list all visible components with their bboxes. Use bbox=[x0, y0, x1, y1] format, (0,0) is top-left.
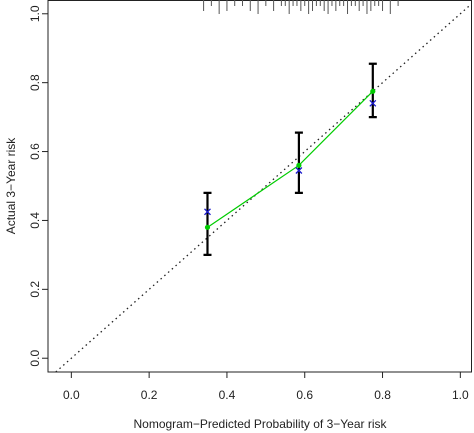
plot-frame bbox=[47, 0, 472, 373]
x-tick-label: 0.8 bbox=[374, 388, 391, 402]
x-tick-label: 0.4 bbox=[219, 388, 236, 402]
dot-marker bbox=[204, 224, 211, 230]
error-bar bbox=[203, 191, 212, 256]
y-tick-label: 0.0 bbox=[28, 350, 42, 367]
x-tick-label: 0.0 bbox=[63, 388, 80, 402]
x-marker bbox=[369, 99, 377, 107]
x-tick-label: 0.2 bbox=[141, 388, 158, 402]
x-tick-label: 0.6 bbox=[296, 388, 313, 402]
calibration-line bbox=[207, 90, 374, 228]
dot-marker bbox=[370, 88, 376, 94]
y-tick-label: 0.6 bbox=[28, 143, 42, 160]
x-marker bbox=[204, 208, 211, 216]
y-tick-label: 0.4 bbox=[28, 212, 42, 229]
x-axis-title: Nomogram−Predicted Probability of 3−Year… bbox=[133, 417, 387, 431]
y-axis-title: Actual 3−Year risk bbox=[4, 137, 18, 235]
dot-marker bbox=[296, 162, 302, 168]
x-tick-label: 1.0 bbox=[452, 388, 469, 402]
ideal-line bbox=[55, 2, 472, 372]
y-tick-label: 0.8 bbox=[28, 74, 42, 91]
plot-area bbox=[55, 0, 472, 372]
y-tick-label: 1.0 bbox=[28, 5, 42, 22]
y-tick-label: 0.2 bbox=[28, 281, 42, 298]
x-marker bbox=[295, 167, 303, 174]
